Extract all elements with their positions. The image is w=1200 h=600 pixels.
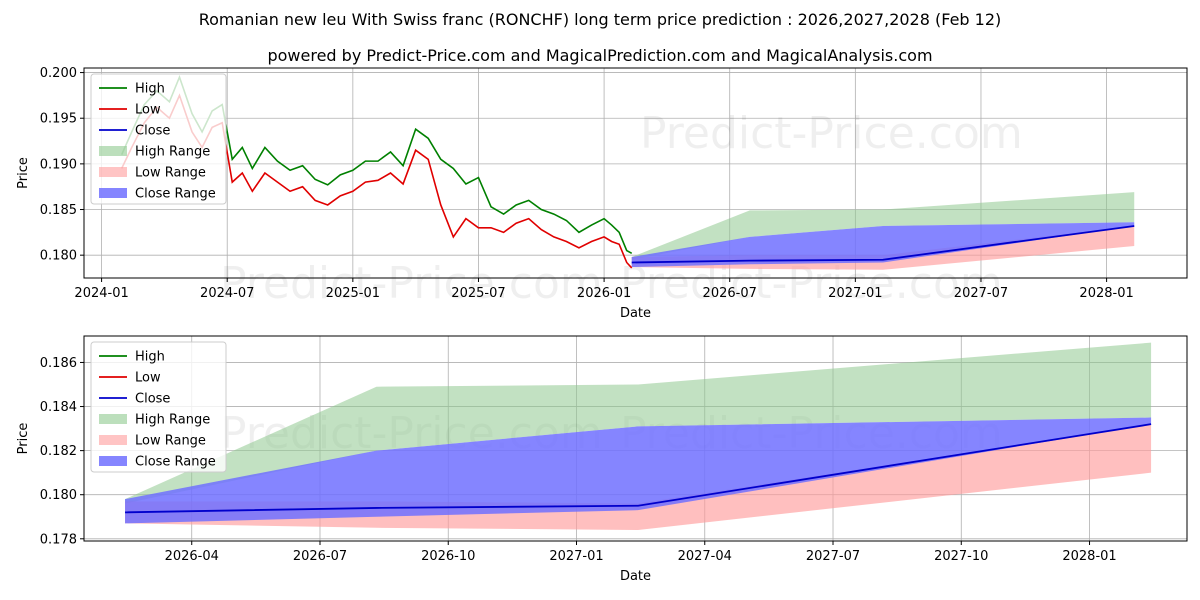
x-tick-label: 2026-07 — [293, 549, 347, 564]
close-range-band — [631, 222, 1135, 268]
legend-label-close: Close — [135, 124, 170, 139]
y-tick-label: 0.180 — [40, 249, 77, 264]
y-axis-label: Price — [16, 423, 31, 455]
x-axis-label: Date — [620, 569, 651, 584]
x-tick-label: 2027-10 — [934, 549, 988, 564]
chart-title: Romanian new leu With Swiss franc (RONCH… — [198, 10, 1002, 29]
y-tick-label: 0.185 — [40, 203, 77, 218]
x-tick-label: 2027-01 — [549, 549, 603, 564]
close-range-band — [125, 417, 1152, 524]
y-axis-label: Price — [16, 157, 31, 189]
x-tick-label: 2025-01 — [326, 286, 380, 301]
x-tick-label: 2026-10 — [421, 549, 475, 564]
legend-label-close: Close — [135, 392, 170, 407]
close-series-line — [631, 225, 1135, 264]
legend: High Low Close High Range Low Range Close Ran… — [90, 73, 227, 205]
x-tick-label: 2024-01 — [74, 286, 128, 301]
y-tick-label: 0.186 — [40, 356, 77, 371]
y-tick-label: 0.178 — [40, 532, 77, 547]
x-tick-label: 2028-01 — [1062, 549, 1116, 564]
legend-swatch-low-range — [99, 167, 127, 177]
plot-frame — [83, 335, 1188, 542]
plot-frame — [83, 67, 1188, 279]
x-tick-label: 2027-01 — [828, 286, 882, 301]
chart-subtitle: powered by Predict-Price.com and Magical… — [267, 46, 933, 65]
watermark-text: Predict-Price.com — [220, 258, 603, 309]
x-tick-label: 2026-01 — [577, 286, 631, 301]
x-tick-label: 2028-01 — [1079, 286, 1133, 301]
legend-swatch-low-range — [99, 435, 127, 445]
watermark-text: Predict-Price.com — [640, 108, 1023, 159]
y-tick-label: 0.190 — [40, 157, 77, 172]
legend-swatch-close-range — [99, 188, 127, 198]
legend-label-high: High — [135, 350, 165, 365]
y-tick-label: 0.180 — [40, 488, 77, 503]
x-tick-label: 2027-04 — [678, 549, 732, 564]
legend-swatch-close-range — [99, 456, 127, 466]
close-series-line — [125, 423, 1152, 514]
bottom-panel: Predict-Price.comPredict-Price.com2026-0… — [16, 335, 1188, 584]
x-axis-label: Date — [620, 306, 651, 321]
legend-label-low-range: Low Range — [135, 434, 206, 449]
legend-label-low-range: Low Range — [135, 166, 206, 181]
y-tick-label: 0.195 — [40, 112, 77, 127]
legend-label-close-range: Close Range — [135, 455, 216, 470]
high-range-band — [125, 342, 1152, 504]
legend-swatch-high-range — [99, 146, 127, 156]
legend-label-high: High — [135, 82, 165, 97]
x-tick-label: 2025-07 — [451, 286, 505, 301]
legend-label-high-range: High Range — [135, 413, 210, 428]
legend: High Low Close High Range Low Range Close Ran… — [90, 341, 227, 473]
y-tick-label: 0.184 — [40, 400, 77, 415]
y-tick-label: 0.200 — [40, 66, 77, 81]
legend-swatch-high-range — [99, 414, 127, 424]
x-tick-label: 2027-07 — [954, 286, 1008, 301]
x-tick-label: 2026-07 — [703, 286, 757, 301]
x-tick-label: 2026-04 — [165, 549, 219, 564]
y-tick-label: 0.182 — [40, 444, 77, 459]
legend-label-close-range: Close Range — [135, 187, 216, 202]
legend-label-low: Low — [135, 371, 161, 386]
legend-label-high-range: High Range — [135, 145, 210, 160]
x-tick-label: 2027-07 — [806, 549, 860, 564]
x-tick-label: 2024-07 — [200, 286, 254, 301]
legend-label-low: Low — [135, 103, 161, 118]
